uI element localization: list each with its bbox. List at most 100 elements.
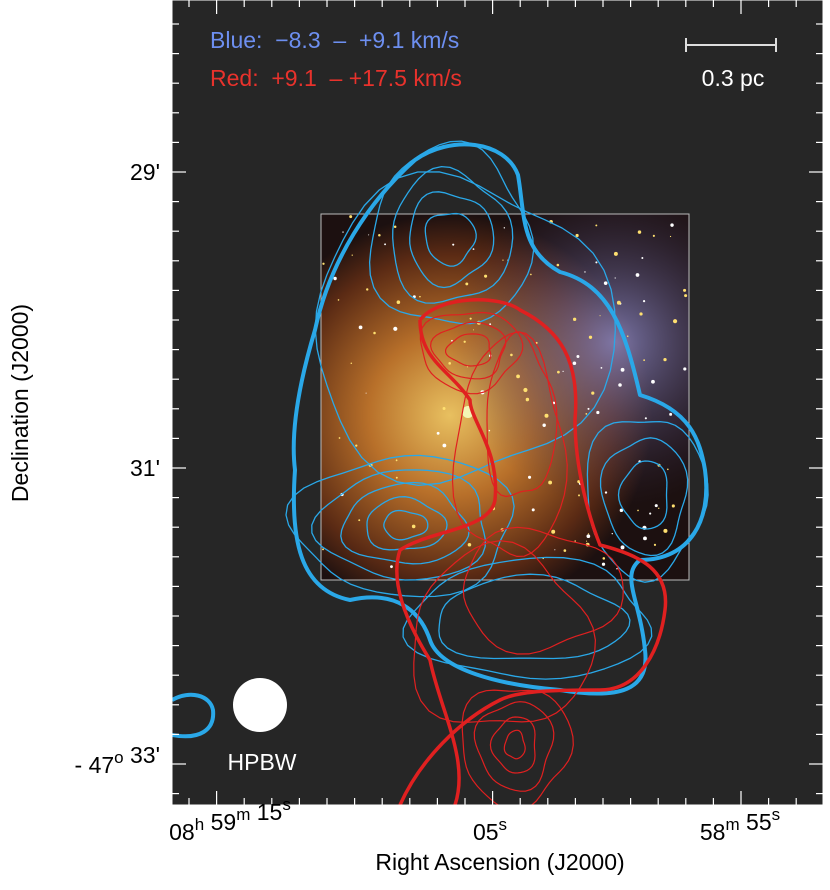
star	[548, 480, 553, 485]
star	[575, 233, 579, 238]
red-contour	[430, 321, 507, 380]
star	[463, 340, 466, 343]
star	[620, 367, 625, 372]
legend-blue: Blue: −8.3 – +9.1 km/s	[210, 27, 459, 53]
star	[614, 277, 616, 279]
star	[585, 413, 588, 415]
tick-label-part: 05	[473, 819, 499, 845]
star	[670, 223, 674, 227]
tick-label-sup: s	[772, 805, 781, 824]
star	[669, 235, 672, 238]
star	[338, 437, 341, 439]
star	[684, 294, 688, 298]
star	[651, 379, 655, 384]
star	[503, 227, 506, 229]
star	[620, 545, 625, 550]
star	[588, 335, 593, 339]
blue-contour	[314, 171, 616, 487]
star	[523, 387, 528, 393]
star	[573, 317, 577, 321]
tick-marks	[172, 0, 823, 805]
star	[667, 468, 669, 471]
star	[585, 540, 588, 542]
star	[436, 431, 440, 435]
blue-contour	[383, 509, 429, 541]
star	[574, 540, 576, 542]
star	[578, 494, 580, 497]
star	[611, 532, 613, 535]
star	[596, 410, 600, 415]
tick-label-sup: s	[282, 795, 291, 814]
blue-contour	[392, 165, 514, 304]
star	[683, 367, 687, 371]
beam-label: HPBW	[228, 749, 297, 775]
star	[530, 273, 532, 276]
red-contour	[503, 729, 526, 760]
star	[635, 273, 640, 277]
star	[595, 261, 598, 264]
star	[448, 362, 451, 365]
star	[395, 459, 398, 462]
star	[510, 353, 513, 357]
star	[452, 243, 455, 246]
tick-label-part: 33'	[124, 742, 160, 768]
red-contour	[451, 331, 568, 557]
star	[591, 391, 595, 395]
star	[525, 397, 530, 402]
star	[556, 263, 560, 267]
star	[618, 383, 622, 387]
x-axis-title: Right Ascension (J2000)	[375, 849, 624, 875]
star	[358, 325, 363, 330]
blue-contour	[599, 437, 689, 557]
tick-label-part: 59	[204, 809, 236, 835]
star	[544, 413, 549, 418]
star	[637, 230, 642, 234]
star	[587, 407, 590, 410]
tick-label-sup: m	[236, 805, 250, 824]
star	[586, 534, 591, 539]
star	[672, 319, 678, 324]
tick-label: 58m 55s	[700, 805, 780, 845]
red-contour	[445, 333, 492, 367]
star	[643, 359, 646, 362]
star	[489, 323, 492, 326]
star	[616, 300, 621, 305]
star	[355, 444, 358, 447]
star	[322, 262, 325, 265]
star	[658, 507, 660, 509]
star	[322, 548, 324, 551]
star	[472, 329, 474, 331]
star	[390, 565, 393, 569]
star	[442, 443, 447, 448]
star	[465, 282, 469, 286]
star	[472, 248, 475, 250]
star	[663, 528, 668, 533]
star	[531, 508, 535, 512]
star	[337, 299, 340, 301]
star	[368, 234, 370, 236]
star	[350, 362, 353, 365]
star	[639, 312, 643, 316]
star	[395, 476, 398, 479]
blue-contour	[438, 573, 631, 660]
star	[576, 354, 580, 358]
star	[603, 281, 608, 285]
star	[562, 370, 564, 372]
infrared-image	[320, 213, 690, 581]
red-contour	[461, 689, 574, 805]
y-axis-title: Declination (J2000)	[7, 304, 33, 502]
blue-contour	[340, 481, 470, 565]
star	[466, 366, 469, 368]
tick-label: 29'	[130, 159, 160, 185]
star	[365, 392, 367, 394]
tick-label-sup: m	[725, 815, 739, 834]
star	[551, 529, 556, 534]
blue-contour	[617, 460, 668, 530]
star	[584, 271, 586, 273]
star	[451, 339, 453, 342]
scale-bar-label: 0.3 pc	[702, 65, 765, 91]
star	[488, 429, 491, 432]
star	[643, 536, 647, 541]
star	[604, 491, 608, 494]
